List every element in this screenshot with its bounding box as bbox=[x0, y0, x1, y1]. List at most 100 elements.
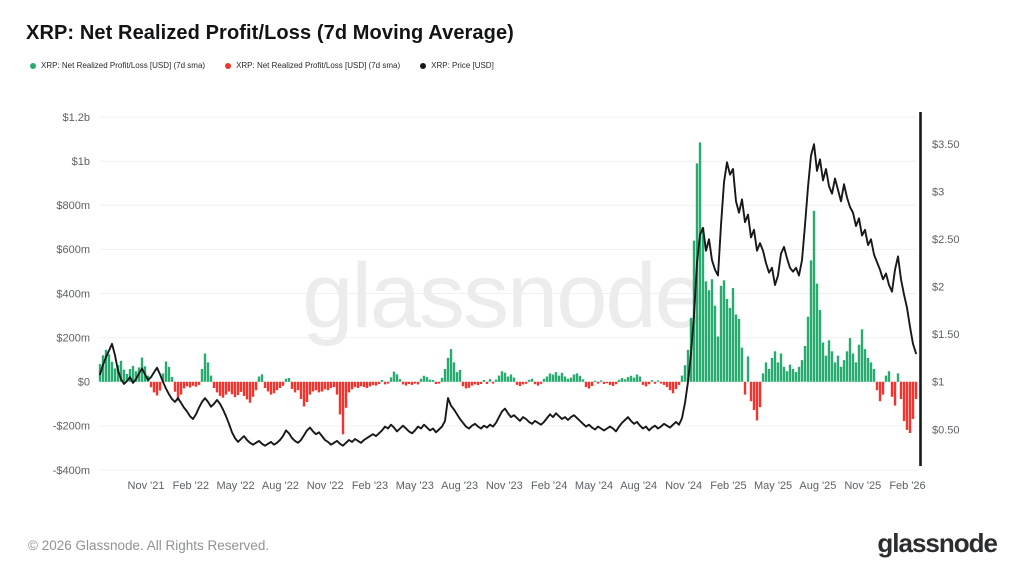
profit-bar bbox=[722, 280, 726, 382]
profit-bar bbox=[896, 373, 900, 382]
loss-bar bbox=[902, 381, 906, 422]
left-axis-tick-label: -$200m bbox=[53, 421, 90, 433]
loss-bar bbox=[614, 381, 618, 385]
x-axis-tick-label: Nov '23 bbox=[486, 480, 523, 492]
profit-bar bbox=[737, 318, 741, 382]
profit-bar bbox=[698, 142, 702, 382]
left-axis-labels: $1.2b $1b $800m $600m $400m $200m $0 -$200m -$40… bbox=[53, 112, 90, 477]
profit-bar bbox=[686, 349, 690, 382]
loss-bar bbox=[338, 381, 342, 415]
loss-bar bbox=[416, 381, 420, 385]
loss-bar bbox=[377, 381, 381, 384]
loss-bar bbox=[668, 381, 672, 391]
glassnode-logo[interactable]: glassnode bbox=[877, 528, 998, 558]
loss-bar bbox=[602, 381, 606, 384]
profit-bar bbox=[803, 346, 807, 382]
loss-bar bbox=[212, 381, 216, 388]
loss-bar bbox=[749, 381, 753, 402]
price-line bbox=[99, 143, 917, 447]
profit-bar bbox=[773, 351, 777, 382]
profit-bar bbox=[806, 316, 810, 382]
profit-bar bbox=[626, 377, 630, 382]
loss-bar bbox=[878, 381, 882, 402]
profit-bar bbox=[101, 355, 105, 382]
profit-bar bbox=[620, 378, 624, 382]
profit-bar bbox=[458, 369, 462, 382]
profit-bar bbox=[719, 285, 723, 382]
profit-bar bbox=[704, 281, 708, 382]
left-axis-tick-label: $400m bbox=[56, 288, 90, 300]
profit-bar bbox=[656, 380, 660, 382]
loss-bar bbox=[671, 381, 675, 394]
profit-bar bbox=[527, 379, 531, 382]
profit-bar bbox=[107, 354, 111, 382]
loss-bar bbox=[182, 381, 186, 389]
left-axis-tick-label: $1.2b bbox=[62, 112, 90, 124]
x-axis-tick-label: Feb '23 bbox=[352, 480, 388, 492]
profit-bar bbox=[782, 366, 786, 382]
legend-item-price[interactable]: XRP: Price [USD] bbox=[420, 61, 494, 70]
loss-bar bbox=[359, 381, 363, 387]
loss-bar bbox=[608, 381, 612, 385]
loss-bar bbox=[353, 381, 357, 388]
loss-bar bbox=[296, 381, 300, 391]
profit-bar bbox=[791, 369, 795, 382]
loss-bar bbox=[215, 381, 219, 393]
profit-bar bbox=[887, 371, 891, 382]
loss-bar bbox=[587, 381, 591, 389]
loss-bar bbox=[350, 381, 354, 390]
profit-bar bbox=[716, 336, 720, 382]
profit-bar bbox=[764, 362, 768, 382]
legend-item-net-rpl-loss[interactable]: XRP: Net Realized Profit/Loss [USD] (7d … bbox=[225, 61, 400, 70]
profit-bar bbox=[560, 372, 564, 382]
legend-label: XRP: Net Realized Profit/Loss [USD] (7d … bbox=[236, 61, 401, 70]
profit-bar bbox=[776, 362, 780, 382]
loss-bar bbox=[758, 381, 762, 408]
loss-bar bbox=[461, 381, 465, 387]
loss-bar bbox=[308, 381, 312, 395]
profit-bar bbox=[395, 374, 399, 382]
profit-bar bbox=[710, 279, 714, 382]
loss-bar bbox=[905, 381, 909, 430]
right-axis-tick-label: $1.50 bbox=[932, 329, 960, 341]
loss-bar bbox=[515, 381, 519, 385]
profit-bar bbox=[170, 376, 174, 382]
profit-bar bbox=[623, 379, 627, 382]
x-axis-tick-label: Aug '24 bbox=[620, 480, 657, 492]
loss-bar bbox=[605, 381, 609, 384]
profit-bar bbox=[797, 366, 801, 382]
loss-bar bbox=[755, 381, 759, 421]
loss-bar bbox=[518, 381, 522, 386]
loss-bar bbox=[341, 381, 345, 435]
profit-bar bbox=[203, 353, 207, 382]
profit-bar bbox=[770, 357, 774, 382]
loss-bar bbox=[269, 381, 273, 395]
profit-bar bbox=[794, 372, 798, 382]
loss-bar bbox=[365, 381, 369, 388]
legend-item-net-rpl-profit[interactable]: XRP: Net Realized Profit/Loss [USD] (7d … bbox=[30, 61, 205, 70]
loss-bar bbox=[479, 381, 483, 384]
x-axis-tick-label: May '22 bbox=[217, 480, 255, 492]
loss-bar bbox=[248, 381, 252, 403]
x-axis-tick-label: Nov '21 bbox=[128, 480, 165, 492]
watermark-text: glassnode bbox=[302, 245, 703, 347]
loss-bar bbox=[908, 381, 912, 433]
profit-bar bbox=[284, 378, 288, 382]
loss-bar bbox=[674, 381, 678, 390]
left-axis-tick-label: -$400m bbox=[53, 465, 90, 477]
loss-bar bbox=[383, 381, 387, 385]
profit-bar bbox=[575, 373, 579, 382]
profit-bar bbox=[860, 329, 864, 382]
loss-bar bbox=[464, 381, 468, 389]
loss-bar bbox=[677, 381, 681, 385]
legend-label: XRP: Price [USD] bbox=[431, 61, 494, 70]
profit-bar bbox=[854, 362, 858, 382]
profit-bar bbox=[449, 349, 453, 382]
profit-bar bbox=[545, 376, 549, 382]
profit-bar bbox=[542, 378, 546, 382]
loss-bar bbox=[332, 381, 336, 388]
left-axis-tick-label: $1b bbox=[72, 156, 90, 168]
loss-bar bbox=[254, 381, 258, 391]
